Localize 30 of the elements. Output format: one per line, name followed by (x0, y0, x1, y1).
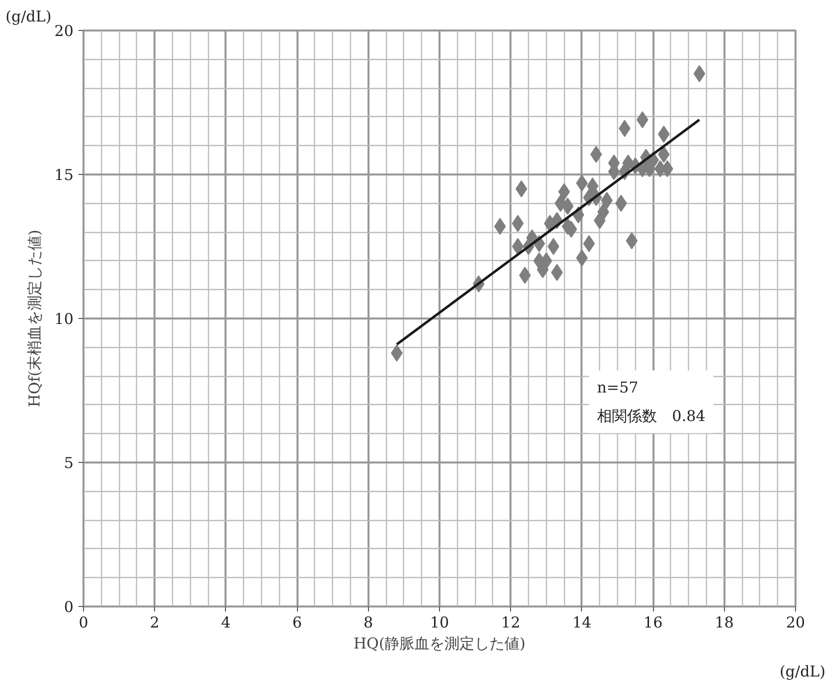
x-tick-label: 4 (221, 614, 231, 632)
x-tick-label: 2 (150, 614, 160, 632)
y-axis-title: HQf(末梢血を測定した値) (25, 230, 44, 408)
y-tick-label: 5 (64, 454, 74, 472)
point (390, 344, 403, 362)
point (594, 212, 606, 230)
x-tick-label: 20 (786, 614, 806, 632)
x-tick-label: 10 (430, 614, 450, 632)
annotation: n=57 相関係数 0.84 (597, 378, 706, 426)
text: (g/dL) (780, 662, 826, 680)
x-tick-label: 16 (644, 614, 663, 632)
x-tick-label: 12 (501, 614, 520, 632)
x-tick-label: 6 (292, 614, 302, 632)
y-tick-label: 10 (54, 310, 74, 328)
point (512, 238, 524, 255)
y-tick-label: 20 (54, 22, 74, 40)
text: (g/dL) (6, 8, 52, 26)
y-tick-label: 0 (64, 598, 74, 616)
point (658, 146, 670, 163)
point (626, 232, 638, 250)
point (512, 214, 524, 232)
x-tick-label: 0 (78, 614, 88, 632)
x-tick-label: 8 (364, 614, 374, 632)
x-tick-label: 18 (714, 614, 734, 632)
point (548, 238, 560, 255)
x-tick-label: 14 (572, 614, 592, 632)
y-tick-label: 15 (54, 166, 74, 184)
point (658, 126, 670, 143)
point (600, 192, 613, 209)
x-axis-title: HQ(静脈血を測定した値) (353, 634, 526, 652)
